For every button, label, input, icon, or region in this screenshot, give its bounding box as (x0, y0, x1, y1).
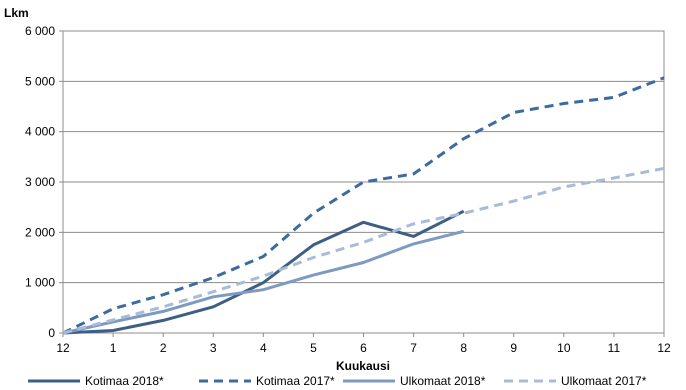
x-tick-label: 2 (160, 341, 167, 355)
x-axis-title: Kuukausi (336, 359, 390, 373)
x-tick-label: 1 (110, 341, 117, 355)
y-tick-label: 1 000 (25, 276, 55, 290)
x-tick-label: 6 (360, 341, 367, 355)
y-tick-label: 6 000 (25, 24, 55, 38)
series-line-1 (62, 209, 465, 335)
x-tick-label: 7 (410, 341, 417, 355)
x-tick-label: 12 (56, 341, 70, 355)
y-tick-label: 2 000 (25, 225, 55, 239)
y-axis-ticks: 0 1 000 2 000 3 000 4 000 5 000 6 000 (25, 24, 63, 340)
y-tick-label: 3 000 (25, 175, 55, 189)
legend-label: Kotimaa 2017* (256, 374, 335, 388)
x-axis-ticks: 12 1 2 3 4 5 6 7 8 9 10 11 12 (56, 333, 671, 355)
y-tick-label: 0 (48, 326, 55, 340)
x-tick-label: 3 (210, 341, 217, 355)
y-tick-label: 5 000 (25, 74, 55, 88)
gridlines (63, 80, 664, 284)
legend-label: Ulkomaat 2018* (400, 374, 486, 388)
legend-label: Kotimaa 2018* (85, 374, 164, 388)
x-tick-label: 12 (657, 341, 671, 355)
series-line-2 (62, 76, 665, 335)
x-tick-label: 10 (557, 341, 571, 355)
legend-label: Ulkomaat 2017* (561, 374, 647, 388)
y-axis-title: Lkm (4, 6, 29, 20)
legend: Kotimaa 2018* Kotimaa 2017* Ulkomaat 2018*… (28, 374, 647, 388)
series-line-3 (62, 229, 465, 335)
x-tick-label: 4 (260, 341, 267, 355)
y-tick-label: 4 000 (25, 125, 55, 139)
x-tick-label: 9 (510, 341, 517, 355)
x-tick-label: 8 (460, 341, 467, 355)
series-lines (62, 76, 665, 335)
x-tick-label: 11 (608, 341, 621, 355)
x-tick-label: 5 (310, 341, 317, 355)
